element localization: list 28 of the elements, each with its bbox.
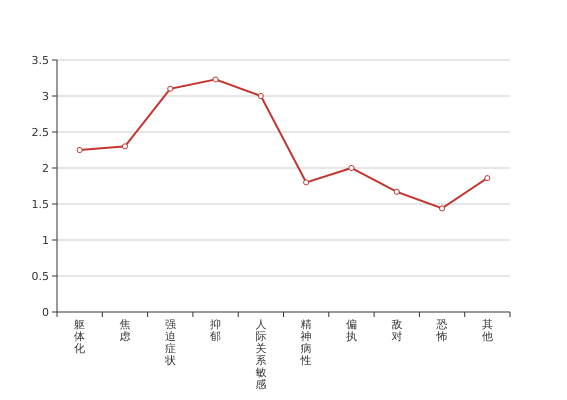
x-tick-label: 焦虑 xyxy=(119,318,130,343)
point xyxy=(484,175,490,182)
point xyxy=(348,165,354,171)
x-tick-label: 恐怖 xyxy=(436,318,448,343)
x-tick-label: 精神病性 xyxy=(300,318,312,367)
y-tick-label: 0 xyxy=(42,306,49,319)
y-tick-label: 2.5 xyxy=(32,126,49,139)
y-tick-label: 1 xyxy=(42,234,49,247)
point xyxy=(258,93,264,99)
y-tick-label: 0.5 xyxy=(32,270,49,283)
y-tick-label: 2 xyxy=(42,162,49,175)
point xyxy=(439,205,446,212)
x-tick-label: 抑郁 xyxy=(210,318,222,343)
x-tick-label: 躯体化 xyxy=(74,318,86,355)
y-tick-label: 1.5 xyxy=(32,198,49,211)
x-tick-label: 人际关系敏感 xyxy=(255,318,266,391)
x-tick-label: 偏执 xyxy=(346,318,357,343)
point xyxy=(122,143,128,150)
x-tick-label: 强迫症状 xyxy=(164,318,176,367)
y-tick-label: 3 xyxy=(42,90,49,103)
point xyxy=(212,76,219,82)
y-tick-label: 3.5 xyxy=(32,54,49,67)
point xyxy=(394,188,400,195)
x-tick-label: 其他 xyxy=(482,318,493,343)
x-tick-label: 敌对 xyxy=(391,318,402,343)
point xyxy=(167,86,174,92)
point xyxy=(76,147,83,153)
point xyxy=(303,179,310,186)
